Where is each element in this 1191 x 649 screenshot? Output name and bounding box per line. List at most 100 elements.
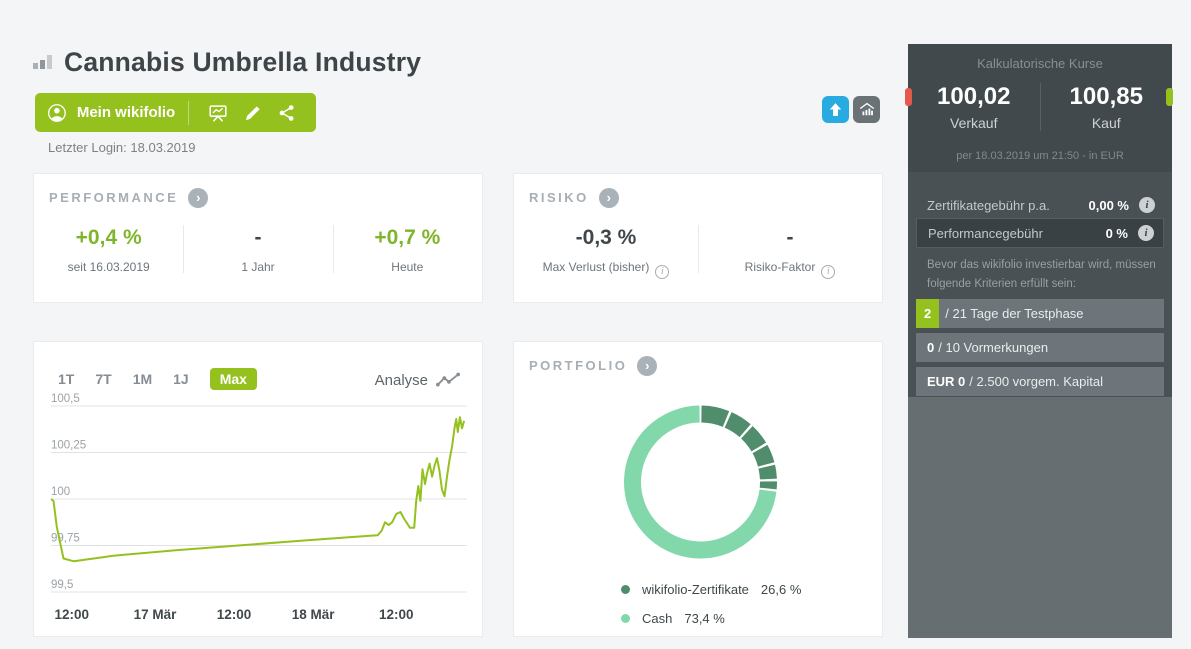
criterion-rest: / 10 Vormerkungen (938, 340, 1049, 355)
performance-card: PERFORMANCE › +0,4 % seit 16.03.2019 - 1 … (33, 173, 483, 303)
portfolio-donut-chart[interactable] (514, 366, 884, 596)
criterion-rest: / 21 Tage der Testphase (945, 306, 1084, 321)
performance-value: - (254, 226, 262, 249)
sidebar-title: Kalkulatorische Kurse (977, 56, 1103, 71)
last-login: Letzter Login: 18.03.2019 (48, 140, 196, 155)
buy-price: 100,85 (1069, 83, 1143, 110)
svg-text:12:00: 12:00 (217, 607, 252, 622)
svg-text:17 Mär: 17 Mär (134, 607, 178, 622)
risk-value: - (786, 226, 794, 249)
performance-label: seit 16.03.2019 (67, 260, 150, 274)
info-icon[interactable]: i (1138, 225, 1154, 241)
exchange-bank-icon (859, 102, 874, 115)
exchange-button[interactable] (853, 96, 880, 123)
info-icon[interactable]: i (821, 264, 836, 279)
portfolio-card: PORTFOLIO › wikifolio-Zertifikate 26,6 % … (513, 341, 883, 637)
chart-range-tabs: 1T 7T 1M 1J Max (58, 367, 257, 391)
criterion-vormerkungen: 0 / 10 Vormerkungen (916, 333, 1164, 362)
svg-text:99,5: 99,5 (51, 579, 73, 591)
svg-text:100: 100 (51, 486, 70, 498)
criterion-kapital: EUR 0 / 2.500 vorgem. Kapital (916, 367, 1164, 396)
risk-max-loss: -0,3 % Max Verlust (bisher) i (514, 216, 698, 279)
button-divider (188, 100, 189, 125)
svg-text:100,5: 100,5 (51, 393, 80, 405)
risk-chevron-icon[interactable]: › (598, 188, 619, 208)
sell-edge-marker (905, 88, 912, 106)
risk-label: Risiko-Faktor i (698, 260, 882, 279)
tab-7t[interactable]: 7T (95, 371, 112, 387)
presentation-icon[interactable] (207, 101, 229, 125)
buy-label: Kauf (1091, 115, 1121, 131)
buy-edge-marker (1166, 88, 1173, 106)
sell-label: Verkauf (950, 115, 998, 131)
mein-wikifolio-label: Mein wikifolio (76, 104, 176, 121)
performance-value: +0,4 % (75, 226, 142, 249)
info-icon[interactable]: i (1139, 197, 1155, 213)
buy-quote: 100,85 Kauf (1039, 83, 1173, 131)
wikifolio-type-icon (33, 55, 53, 69)
analyse-link[interactable]: Analyse (375, 370, 460, 390)
legend-dot-dark (621, 585, 630, 594)
performance-value: +0,7 % (374, 226, 441, 249)
fee-value: 0,00 % (1088, 197, 1129, 213)
criterion-current: 0 (927, 340, 935, 355)
svg-text:12:00: 12:00 (55, 607, 90, 622)
user-avatar-icon (47, 103, 66, 122)
risk-factor: - Risiko-Faktor i (698, 216, 882, 279)
sidebar-price-panel: Kalkulatorische Kurse 100,02 Verkauf 100… (908, 44, 1172, 172)
portfolio-card-title: PORTFOLIO (529, 358, 628, 374)
criterion-testphase: 2 / 21 Tage der Testphase (916, 299, 1164, 328)
performance-today: +0,7 % Heute (332, 216, 482, 274)
fee-value: 0 % (1105, 225, 1128, 241)
legend-dot-light (621, 614, 630, 623)
risk-label: Max Verlust (bisher) i (514, 260, 698, 279)
tab-1t[interactable]: 1T (58, 371, 75, 387)
trading-sidebar: Kalkulatorische Kurse 100,02 Verkauf 100… (908, 44, 1172, 638)
legend-value: 26,6 % (760, 582, 802, 597)
share-icon[interactable] (277, 101, 297, 125)
performance-label: 1 Jahr (241, 260, 275, 274)
criterion-current: 2 (916, 299, 940, 328)
analyse-chart-icon (436, 372, 460, 387)
certificate-fee-row: Zertifikategebühr p.a. 0,00 % i (916, 190, 1164, 220)
legend-value: 73,4 % (684, 611, 725, 626)
criterion-rest: / 2.500 vorgem. Kapital (969, 374, 1103, 389)
performance-label: Heute (391, 260, 424, 274)
risk-card-title: RISIKO (529, 190, 589, 206)
legend-label: Cash (642, 611, 673, 626)
performance-chevron-icon[interactable]: › (188, 188, 209, 208)
tab-1j[interactable]: 1J (173, 371, 189, 387)
criterion-current: EUR 0 (927, 374, 966, 389)
svg-text:100,25: 100,25 (51, 440, 86, 452)
info-icon[interactable]: i (655, 264, 670, 279)
performance-card-title: PERFORMANCE (49, 190, 179, 206)
sidebar-footer-area (908, 397, 1172, 638)
page-title: Cannabis Umbrella Industry (64, 47, 422, 77)
sell-price: 100,02 (937, 83, 1011, 110)
performance-1-year: - 1 Jahr (183, 216, 332, 274)
tab-1m[interactable]: 1M (132, 371, 153, 387)
fee-label: Performancegebühr (928, 225, 1043, 241)
edit-pencil-icon[interactable] (243, 101, 263, 125)
risk-value: -0,3 % (575, 226, 637, 249)
analyse-label: Analyse (374, 371, 428, 389)
price-line-chart[interactable]: 100,5 100,25 100 99,75 99,5 12:00 17 Mär 12:00 1… (34, 342, 484, 638)
tab-max[interactable]: Max (209, 368, 257, 390)
legend-label: wikifolio-Zertifikate (642, 582, 749, 597)
sell-quote: 100,02 Verkauf (908, 83, 1040, 131)
legend-cash: Cash 73,4 % (621, 611, 725, 626)
criteria-intro: Bevor das wikifolio investierbar wird, m… (927, 259, 1156, 290)
performance-fee-row: Performancegebühr 0 % i (916, 218, 1164, 248)
svg-text:99,75: 99,75 (51, 533, 80, 545)
up-arrow-icon (829, 103, 842, 116)
mein-wikifolio-button[interactable]: Mein wikifolio (35, 93, 316, 132)
svg-text:18 Mär: 18 Mär (292, 607, 336, 622)
portfolio-chevron-icon[interactable]: › (637, 356, 658, 376)
risk-card: RISIKO › -0,3 % Max Verlust (bisher) i - R… (513, 173, 883, 303)
performance-since-start: +0,4 % seit 16.03.2019 (34, 216, 183, 274)
publish-arrow-button[interactable] (822, 96, 849, 123)
legend-zertifikate: wikifolio-Zertifikate 26,6 % (621, 582, 801, 597)
svg-text:12:00: 12:00 (379, 607, 414, 622)
quote-timestamp: per 18.03.2019 um 21:50 - in EUR (956, 150, 1124, 162)
